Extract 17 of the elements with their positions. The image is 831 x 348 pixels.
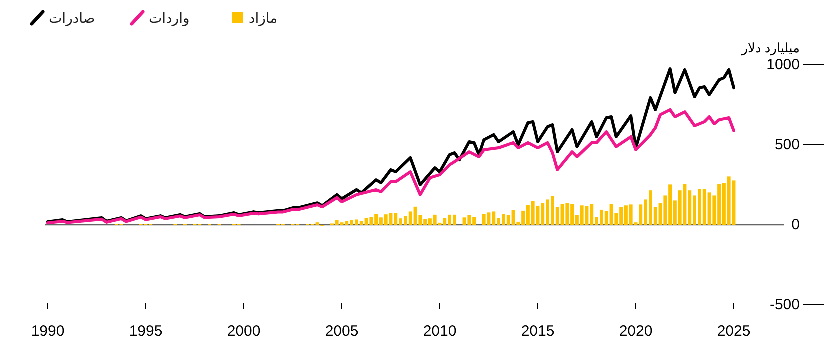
line-series xyxy=(46,108,736,225)
x-tick-label: 2025 xyxy=(717,323,751,340)
x-tick-label: 2010 xyxy=(423,323,457,340)
x-tick-label: 2015 xyxy=(521,323,555,340)
x-tick-label: 2005 xyxy=(325,323,359,340)
x-tick-label: 2020 xyxy=(619,323,653,340)
legend-label: واردات xyxy=(149,10,190,27)
x-tick-label: 1990 xyxy=(31,323,65,340)
legend-label: مازاد xyxy=(249,10,278,27)
y-tick-label: 0 xyxy=(792,216,800,234)
legend-label: صادرات xyxy=(49,10,96,27)
x-tick-label: 1995 xyxy=(129,323,163,340)
y-tick-label: -500 xyxy=(770,296,800,314)
x-tick-label: 2000 xyxy=(227,323,261,340)
y-tick-label: 500 xyxy=(774,136,800,154)
y-tick-label: 1000 xyxy=(766,56,800,74)
y-axis-title: میلیارد دلار xyxy=(740,40,800,56)
